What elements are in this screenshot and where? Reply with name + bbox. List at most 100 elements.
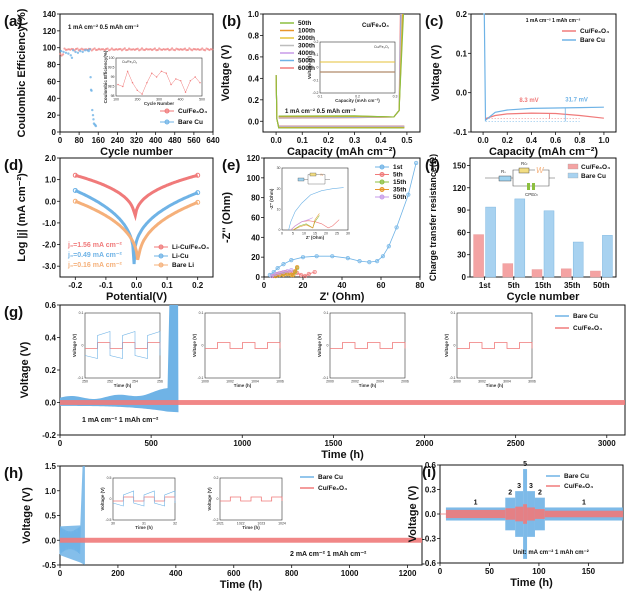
inset-y-tick-label: 0.1 (79, 311, 84, 315)
inset-x-tick-label: 250 (82, 380, 88, 384)
y-tick-label: 120 (453, 184, 467, 193)
inset-y-tick-label: -0.1 (449, 376, 455, 380)
x-axis-label: Potential(V) (106, 291, 167, 303)
condition-annotation: 1 mA cm⁻² 0.5 mAh cm⁻² (68, 24, 138, 31)
equivalent-circuit: W Rₛ Rᴄₜ CPEᴅₗ (485, 161, 555, 197)
inset-x-tick-label: 30 (346, 232, 350, 236)
x-tick-label: 0 (58, 569, 63, 578)
data-point (289, 267, 294, 273)
legend-label: 50th (393, 194, 406, 201)
data-point (76, 47, 79, 50)
data-point (267, 272, 272, 278)
inset-cu-fe3o4-line (220, 496, 283, 502)
cu-fe3o4-band (534, 509, 545, 519)
x-tick-label: 20 (299, 281, 308, 290)
y-tick-label: 1.0 (248, 10, 260, 19)
legend-marker (379, 187, 385, 192)
y-tick-label: 120 (43, 27, 57, 36)
cpe-icon (527, 183, 530, 190)
inset-data-point (126, 70, 129, 73)
inset-y-label: Voltage (V) (307, 55, 312, 79)
x-tick-label: 80 (416, 281, 425, 290)
y-tick-label: 0.4 (45, 334, 57, 343)
rate-step-1: 1 (544, 499, 623, 521)
chart-title: Cu/Fe₃O₄ (362, 23, 389, 29)
y-tick-label: 0.0 (248, 117, 260, 126)
data-point (90, 89, 93, 92)
inset-x-label: Time (h) (486, 383, 504, 388)
y-tick-label: 150 (453, 161, 467, 170)
legend-label: Cu/Fe₃O₄ (564, 483, 593, 490)
data-point (285, 271, 290, 277)
circuit-rs-icon (297, 177, 305, 182)
y-tick-label: 90 (457, 206, 466, 215)
legend-label: Cu/Fe₃O₄ (573, 325, 602, 332)
data-point (275, 265, 280, 271)
inset-y-tick-label: 98 (111, 94, 115, 98)
y-tick-label: 1.0 (45, 176, 57, 185)
x-tick-label: -0.1 (99, 281, 113, 290)
inset-y-label: Voltage (V) (72, 333, 77, 357)
resistor-rct-icon (518, 167, 530, 174)
data-point (285, 268, 290, 274)
inset-x-tick-label: 0.2 (355, 95, 360, 99)
inset-x-tick-label: 1002 (226, 380, 234, 384)
panel-label: (f) (425, 157, 440, 174)
x-tick-label: 320 (130, 136, 144, 145)
inset-x-label: Capacity (mAh cm⁻²) (335, 98, 380, 103)
warburg-icon: W (536, 166, 545, 175)
legend-label: Bare Cu (580, 37, 605, 44)
endpoint-marker (195, 199, 201, 205)
panel-i: 0 50 100 150 -0.6 -0.3 0.0 0.3 0.6 Time (h) Voltag… (407, 461, 624, 589)
y-tick-label: 20 (47, 111, 56, 120)
x-tick-label: 160 (92, 136, 106, 145)
rate-label: 5 (523, 461, 527, 468)
legend-label: 100th (298, 28, 315, 35)
inset-nyquist-line (292, 215, 320, 231)
bar-cu-fe3o4 (531, 269, 543, 278)
data-point (306, 271, 311, 277)
inset-x-tick-label: 400 (178, 98, 184, 102)
x-axis-label: Time (h) (321, 449, 364, 461)
inset-y-tick-label: 99 (111, 75, 115, 79)
inset-x-label: Time (h) (114, 383, 132, 388)
inset-cu-fe3o4-line (457, 342, 533, 349)
legend-label: 300th (298, 43, 315, 50)
data-point (277, 270, 282, 276)
panel-label: (g) (4, 304, 23, 321)
inset-x-label: Time (h) (242, 525, 260, 530)
y-tick-label: -0.2 (42, 431, 56, 440)
legend-label: 1st (393, 164, 403, 171)
legend-label: Bare Li (172, 262, 194, 269)
legend-swatch (567, 172, 579, 179)
inset-x-tick-label: 31 (142, 522, 146, 526)
legend-label: Cu/Fe₃O₄ (580, 28, 609, 35)
x-tick-label: 1000 (233, 439, 251, 448)
cu-fe3o4-band (527, 507, 535, 521)
inset-y-tick-label: 0 (82, 344, 84, 348)
series-1st (267, 160, 419, 278)
inset-data-point (175, 78, 177, 80)
y-tick-label: 0.8 (248, 31, 260, 40)
y-axis-label: Voltage (V) (430, 44, 442, 101)
inset-y-tick-label: 0.1 (314, 53, 319, 57)
condition-annotation: Unit: mA cm⁻² 1 mAh cm⁻² (513, 549, 589, 556)
data-point (211, 48, 214, 51)
inset-x-tick-label: 1006 (276, 380, 284, 384)
inset-y-tick-label: 0.1 (451, 311, 456, 315)
inset-y-tick-label: 98.5 (108, 85, 115, 89)
legend-marker (379, 164, 385, 170)
panel-c: 0.0 0.2 0.4 0.6 0.8 1.0-0.10.00.10.2Capacity … (425, 10, 617, 158)
data-point (298, 272, 304, 278)
circuit-wires (485, 169, 555, 187)
inset-x-tick-label: 1022 (237, 522, 245, 526)
inset-frame (319, 41, 396, 94)
inset-y-tick-label: -0.1 (322, 376, 328, 380)
inset-frame (115, 57, 203, 97)
legend-label: Bare Cu (318, 474, 343, 481)
inset-x-tick-label: 2004 (376, 380, 384, 384)
data-point (153, 47, 157, 50)
inset-data-point (131, 82, 134, 84)
plating-curve (275, 75, 405, 129)
y-axis-label: Voltage (V) (407, 485, 419, 542)
